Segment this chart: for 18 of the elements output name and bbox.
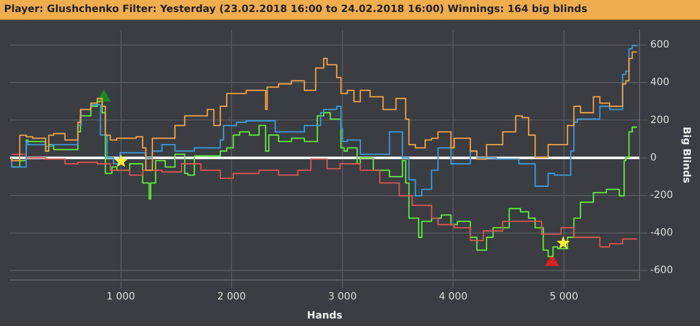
point	[114, 154, 128, 168]
y-tick-label: 200	[650, 114, 670, 126]
y-tick-label: -200	[650, 190, 674, 202]
y-tick-label: -400	[650, 228, 674, 239]
y-tick-label: 0	[650, 152, 657, 164]
chart-title: Player: Glushchenko Filter: Yesterday (23.02.2018 16:00 to 24.02.2018 16:00) Winnings: 164 big blinds	[0, 0, 700, 20]
x-axis-title: Hands	[306, 310, 342, 322]
y-tick-label: -600	[650, 265, 674, 276]
x-tick-label: 2 000	[217, 292, 246, 303]
x-tick-label: 1 000	[106, 292, 136, 303]
y-tick-label: 400	[650, 77, 670, 88]
x-tick-label: 5 000	[550, 292, 578, 303]
y-axis-title: Big Blinds	[680, 126, 692, 184]
x-tick-label: 4 000	[438, 292, 468, 303]
y-tick-label: 600	[650, 40, 670, 51]
point	[556, 236, 570, 249]
x-tick-label: 3 000	[328, 292, 357, 303]
point	[546, 254, 558, 266]
